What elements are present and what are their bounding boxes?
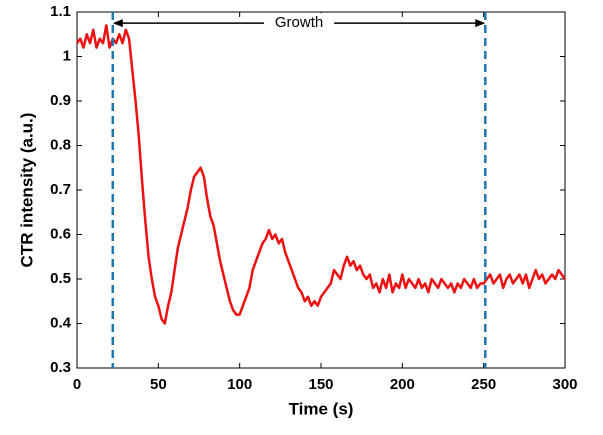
y-tick-label: 0.8: [50, 136, 71, 153]
x-tick-label: 250: [471, 376, 496, 393]
arrow-head: [112, 19, 123, 28]
annotation-bg: [264, 13, 335, 34]
y-tick-label: 0.6: [50, 225, 71, 242]
y-axis-label: CTR intensity (a.u.): [17, 113, 36, 268]
plot-frame: [76, 11, 566, 369]
y-tick-label: 1: [63, 47, 71, 64]
y-tick-label: 0.7: [50, 181, 71, 198]
y-tick-label: 1.1: [50, 3, 71, 20]
y-tick-label: 0.4: [50, 314, 72, 331]
x-tick-label: 100: [227, 376, 252, 393]
annotation: Growth: [275, 14, 323, 31]
y-tick-label: 0.5: [50, 270, 71, 287]
data-line: [75, 24, 567, 325]
y-tick-label: 0.9: [50, 92, 71, 109]
x-tick-label: 0: [73, 376, 81, 393]
x-tick-label: 150: [308, 376, 333, 393]
x-tick-label: 300: [552, 376, 577, 393]
x-axis-label: Time (s): [289, 399, 354, 418]
x-tick-label: 50: [150, 376, 167, 393]
arrow-head: [475, 19, 486, 28]
x-tick-label: 200: [390, 376, 415, 393]
y-tick-label: 0.3: [50, 359, 71, 376]
